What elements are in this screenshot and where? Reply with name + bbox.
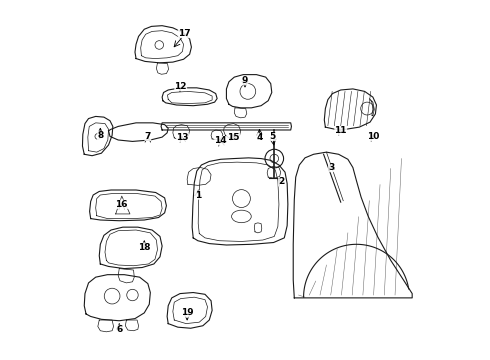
- Text: 2: 2: [278, 177, 285, 186]
- Polygon shape: [187, 167, 211, 185]
- Text: 3: 3: [328, 163, 335, 172]
- Polygon shape: [84, 275, 150, 321]
- Polygon shape: [82, 116, 113, 156]
- Polygon shape: [173, 125, 190, 140]
- Polygon shape: [109, 123, 168, 141]
- Polygon shape: [223, 123, 241, 138]
- Text: 9: 9: [242, 76, 248, 85]
- Polygon shape: [211, 130, 223, 140]
- Polygon shape: [99, 227, 162, 269]
- Text: 1: 1: [195, 190, 201, 199]
- Text: 7: 7: [145, 132, 151, 141]
- Text: 14: 14: [215, 136, 227, 145]
- Text: 17: 17: [178, 29, 191, 38]
- Text: 11: 11: [335, 126, 347, 135]
- Text: 5: 5: [270, 132, 276, 141]
- Text: 12: 12: [174, 82, 187, 91]
- Text: 6: 6: [116, 325, 122, 334]
- Text: 8: 8: [97, 131, 103, 140]
- Text: 19: 19: [181, 309, 194, 318]
- Polygon shape: [90, 190, 167, 221]
- Polygon shape: [226, 75, 272, 108]
- Text: 15: 15: [227, 133, 240, 142]
- Polygon shape: [192, 158, 288, 245]
- Polygon shape: [135, 26, 192, 63]
- Text: 10: 10: [367, 132, 379, 141]
- Text: 4: 4: [257, 133, 263, 142]
- Text: 13: 13: [176, 133, 189, 142]
- Polygon shape: [161, 123, 292, 130]
- Polygon shape: [162, 88, 217, 106]
- Text: 18: 18: [138, 243, 150, 252]
- Text: 16: 16: [116, 200, 128, 209]
- Polygon shape: [167, 293, 212, 328]
- Polygon shape: [324, 89, 376, 129]
